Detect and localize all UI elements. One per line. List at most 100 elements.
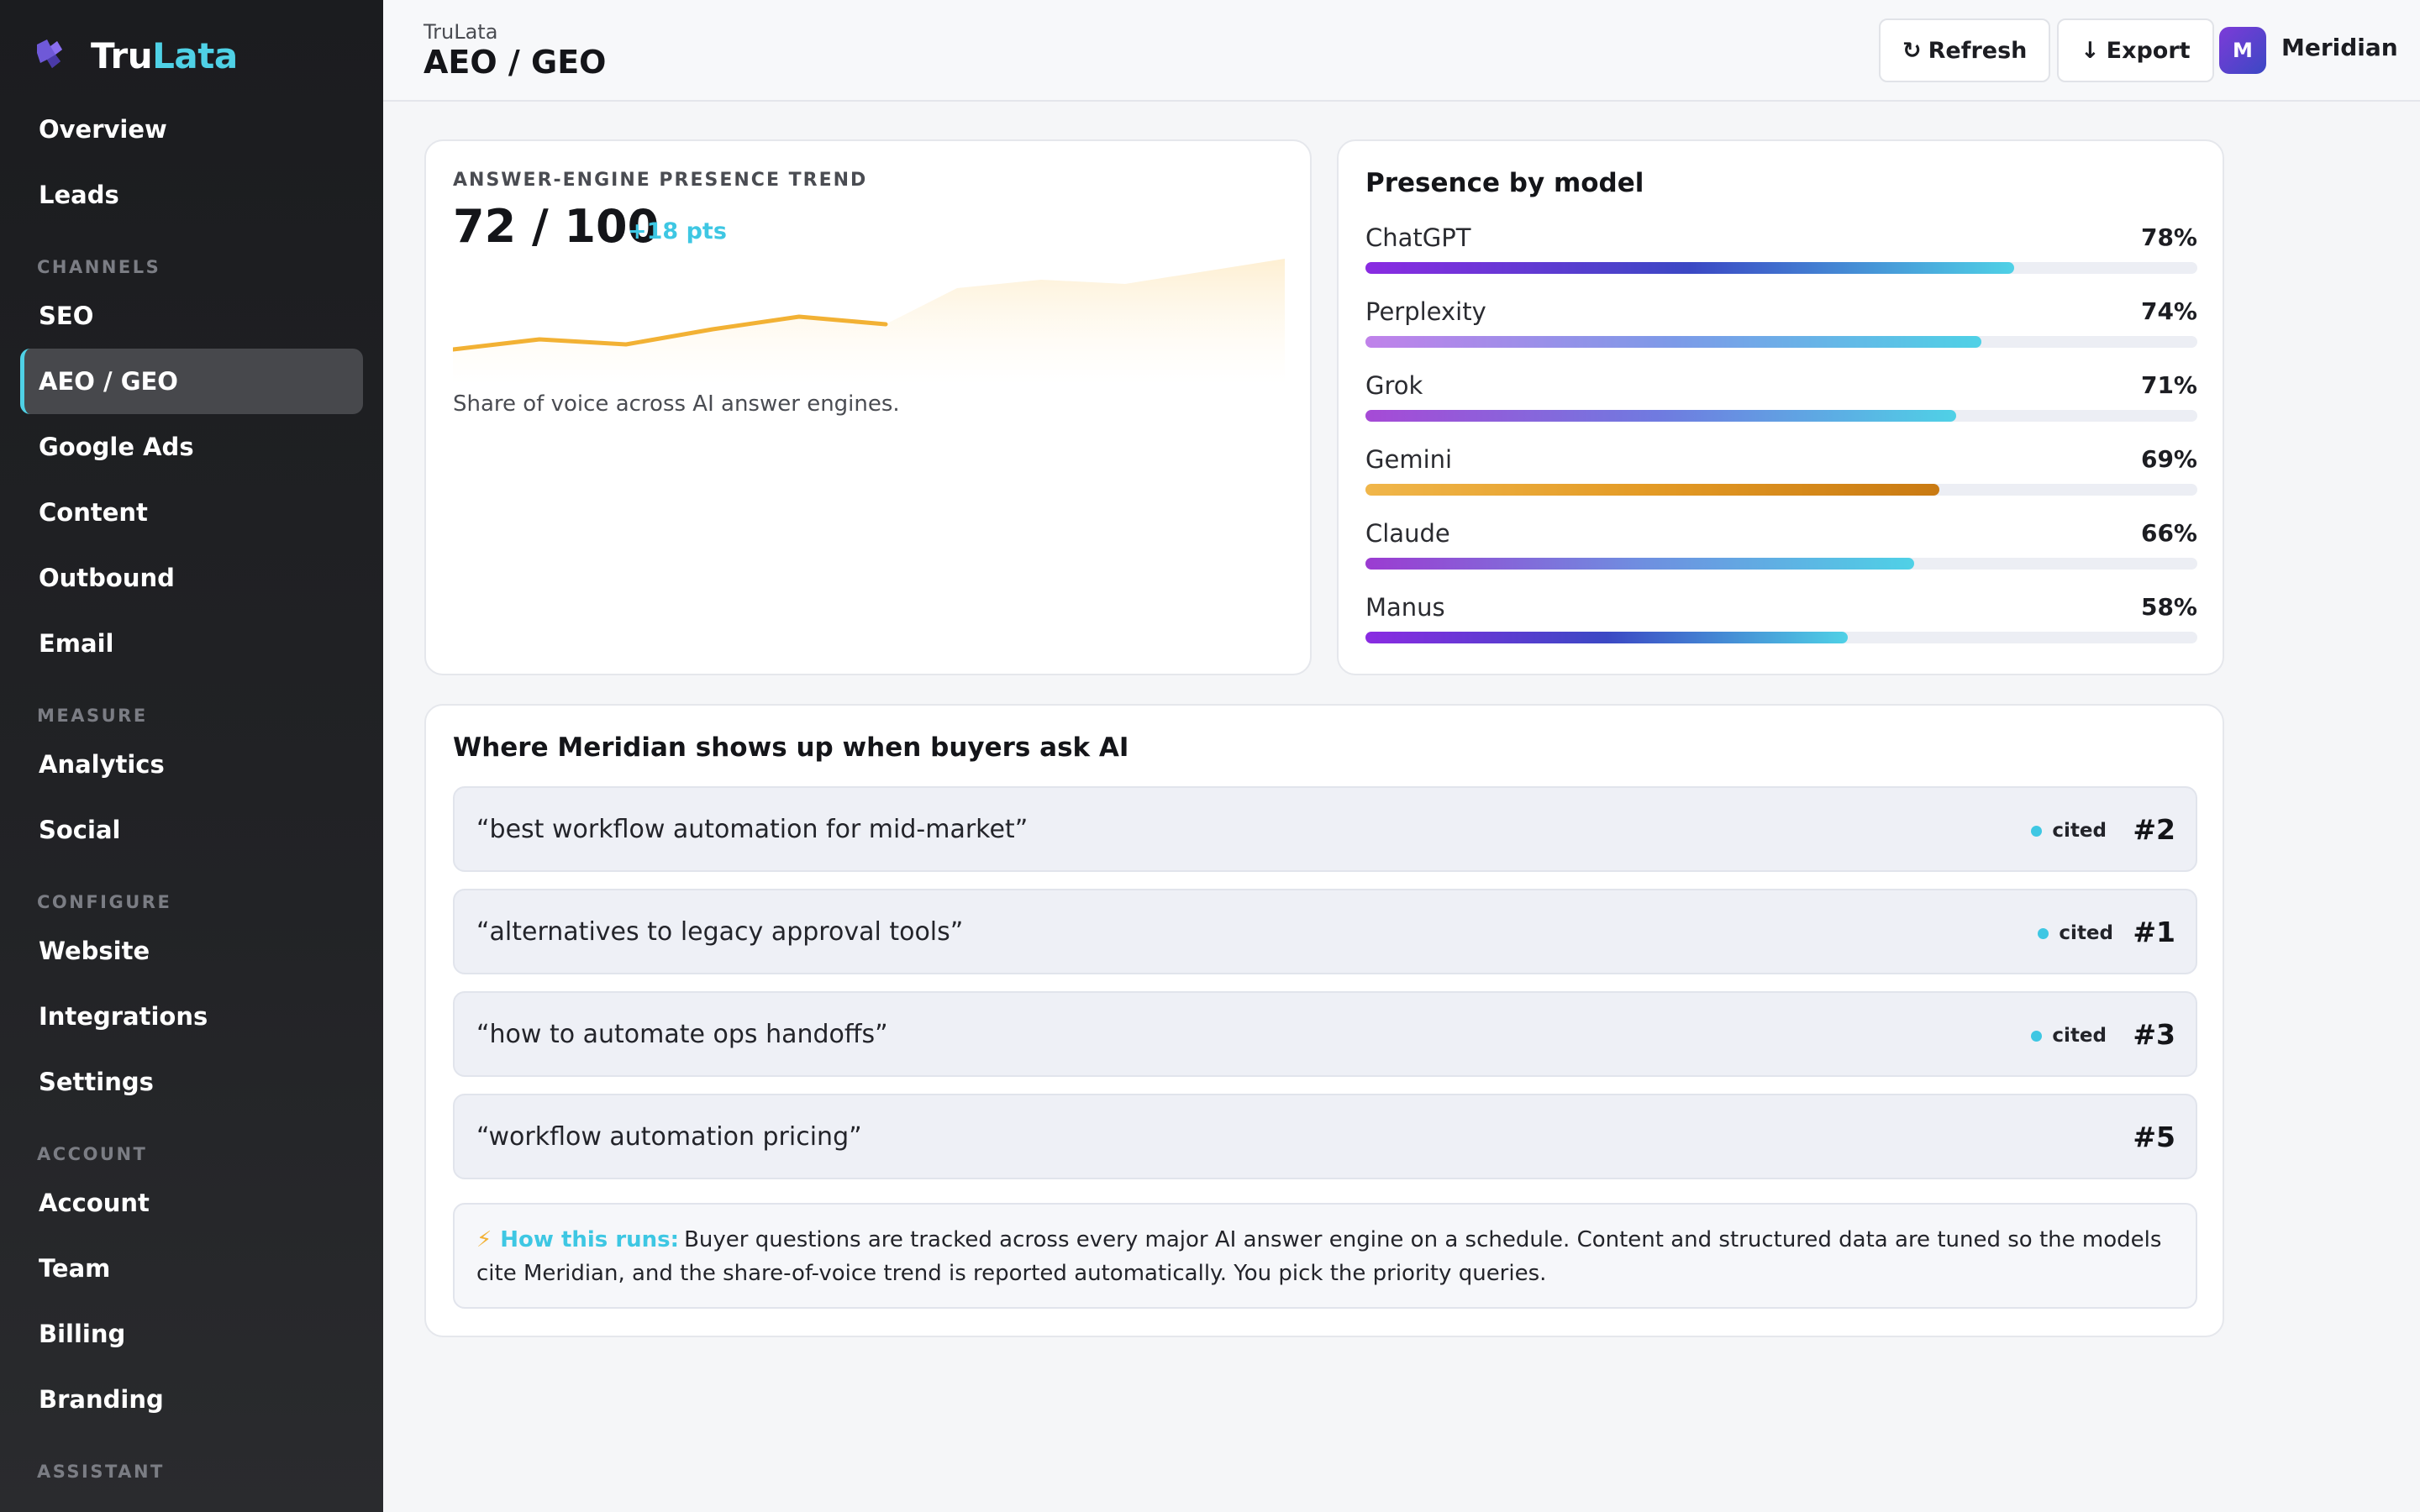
cited-badge: cited: [2031, 1023, 2107, 1048]
model-name: Manus: [1365, 593, 1445, 622]
sidebar-item-google-ads[interactable]: Google Ads: [39, 433, 194, 461]
sidebar-section-configure: CONFIGURE: [37, 892, 172, 912]
query-row[interactable]: “workflow automation pricing” #5: [453, 1094, 2197, 1179]
sidebar-item-aeo-geo[interactable]: AEO / GEO: [20, 349, 363, 414]
queries-title: Where Meridian shows up when buyers ask …: [453, 732, 1129, 763]
how-this-runs-note: ⚡ How this runs: Buyer questions are track…: [453, 1203, 2197, 1309]
query-row[interactable]: “best workflow automation for mid-market…: [453, 786, 2197, 872]
sidebar-item-team[interactable]: Team: [39, 1254, 111, 1283]
model-bar-fill: [1365, 484, 1940, 496]
cited-badge: cited: [2031, 818, 2107, 843]
sidebar-section-assistant: ASSISTANT: [37, 1462, 165, 1482]
query-row[interactable]: “alternatives to legacy approval tools” …: [453, 889, 2197, 974]
presence-by-model-card: Presence by model ChatGPT 78% Perplexity…: [1337, 139, 2224, 675]
puzzle-logo-icon: [37, 39, 62, 68]
model-name: ChatGPT: [1365, 223, 1471, 252]
model-bar-fill: [1365, 410, 1956, 422]
sidebar-item-leads[interactable]: Leads: [39, 181, 119, 209]
model-percent: 58%: [2140, 593, 2197, 621]
sidebar-item-seo[interactable]: SEO: [39, 302, 94, 330]
sidebar-item-branding[interactable]: Branding: [39, 1385, 164, 1414]
trend-label: ANSWER-ENGINE PRESENCE TREND: [453, 170, 868, 191]
org-name[interactable]: Meridian: [2281, 34, 2398, 61]
trend-area: [453, 259, 1285, 385]
arrow-down-icon: ↓: [2081, 37, 2100, 64]
cited-badge: cited: [2038, 921, 2113, 946]
sidebar-item-content[interactable]: Content: [39, 498, 148, 527]
model-percent: 71%: [2140, 371, 2197, 399]
sidebar-item-account[interactable]: Account: [39, 1189, 150, 1217]
model-row-gemini: Gemini 69%: [1365, 445, 2197, 502]
brand-logo[interactable]: TruLata: [34, 32, 238, 79]
cited-label: cited: [2052, 820, 2107, 842]
cited-label: cited: [2059, 922, 2113, 944]
query-text: “best workflow automation for mid-market…: [476, 815, 1028, 844]
sidebar-item-overview[interactable]: Overview: [39, 115, 167, 144]
model-bar-track: [1365, 262, 2197, 274]
model-bar-fill: [1365, 262, 2015, 274]
model-bar-fill: [1365, 336, 1981, 348]
sidebar-item-analytics[interactable]: Analytics: [39, 750, 165, 779]
brand-name: TruLata: [91, 35, 238, 76]
trend-line: [453, 314, 888, 352]
export-button[interactable]: ↓ Export: [2057, 18, 2214, 82]
sidebar-item-website[interactable]: Website: [39, 937, 150, 965]
models-title: Presence by model: [1365, 168, 1644, 198]
model-percent: 74%: [2140, 297, 2197, 325]
breadcrumb[interactable]: TruLata: [424, 20, 498, 44]
query-rank: #1: [2133, 916, 2175, 948]
query-text: “alternatives to legacy approval tools”: [476, 917, 964, 947]
model-row-grok: Grok 71%: [1365, 371, 2197, 428]
query-text: “workflow automation pricing”: [476, 1122, 862, 1152]
howto-lead: How this runs:: [500, 1227, 680, 1252]
model-bar-fill: [1365, 632, 1849, 643]
query-rank: #3: [2133, 1018, 2175, 1051]
presence-trend-card: ANSWER-ENGINE PRESENCE TREND 72 / 100 +1…: [424, 139, 1312, 675]
avatar[interactable]: M: [2219, 27, 2266, 74]
sidebar-item-social[interactable]: Social: [39, 816, 121, 844]
cited-dot-icon: [2038, 927, 2049, 939]
refresh-icon: ↻: [1902, 37, 1922, 64]
query-rank: #5: [2133, 1121, 2175, 1153]
trend-caption: Share of voice across AI answer engines.: [453, 391, 900, 417]
sidebar-item-email[interactable]: Email: [39, 629, 114, 658]
lightning-icon: ⚡: [476, 1227, 492, 1252]
model-name: Gemini: [1365, 445, 1453, 474]
query-rank: #2: [2133, 813, 2175, 846]
refresh-button[interactable]: ↻ Refresh: [1879, 18, 2051, 82]
sidebar-section-channels: CHANNELS: [37, 257, 161, 277]
page-title: AEO / GEO: [424, 44, 607, 81]
model-bar-track: [1365, 484, 2197, 496]
model-row-manus: Manus 58%: [1365, 593, 2197, 650]
refresh-label: Refresh: [1928, 37, 2028, 64]
cited-label: cited: [2052, 1025, 2107, 1047]
sidebar-item-billing[interactable]: Billing: [39, 1320, 126, 1348]
export-label: Export: [2106, 37, 2191, 64]
trend-sparkline: [453, 259, 1285, 385]
sidebar-item-outbound[interactable]: Outbound: [39, 564, 175, 592]
model-name: Claude: [1365, 519, 1450, 548]
query-text: “how to automate ops handoffs”: [476, 1020, 888, 1049]
model-row-chatgpt: ChatGPT 78%: [1365, 223, 2197, 281]
trend-delta: +18 pts: [628, 218, 727, 244]
trend-score: 72 / 100: [453, 200, 660, 253]
brand-name-part2: Lata: [152, 34, 238, 76]
cited-dot-icon: [2031, 1030, 2043, 1042]
top-header: TruLata AEO / GEO ↻ Refresh ↓ Export M M…: [383, 0, 2420, 102]
model-bar-track: [1365, 336, 2197, 348]
model-row-perplexity: Perplexity 74%: [1365, 297, 2197, 354]
model-name: Perplexity: [1365, 297, 1486, 326]
sidebar-section-measure: MEASURE: [37, 706, 148, 726]
buyer-queries-card: Where Meridian shows up when buyers ask …: [424, 704, 2224, 1337]
sidebar-item-settings[interactable]: Settings: [39, 1068, 154, 1096]
model-bar-track: [1365, 410, 2197, 422]
model-bar-track: [1365, 558, 2197, 570]
sidebar-item-integrations[interactable]: Integrations: [39, 1002, 208, 1031]
query-row[interactable]: “how to automate ops handoffs” cited #3: [453, 991, 2197, 1077]
sidebar: TruLata Overview Leads CHANNELS SEO AEO …: [0, 0, 383, 1512]
howto-text: Buyer questions are tracked across every…: [476, 1227, 2162, 1286]
model-bar-track: [1365, 632, 2197, 643]
model-percent: 78%: [2140, 223, 2197, 251]
model-percent: 66%: [2140, 519, 2197, 547]
